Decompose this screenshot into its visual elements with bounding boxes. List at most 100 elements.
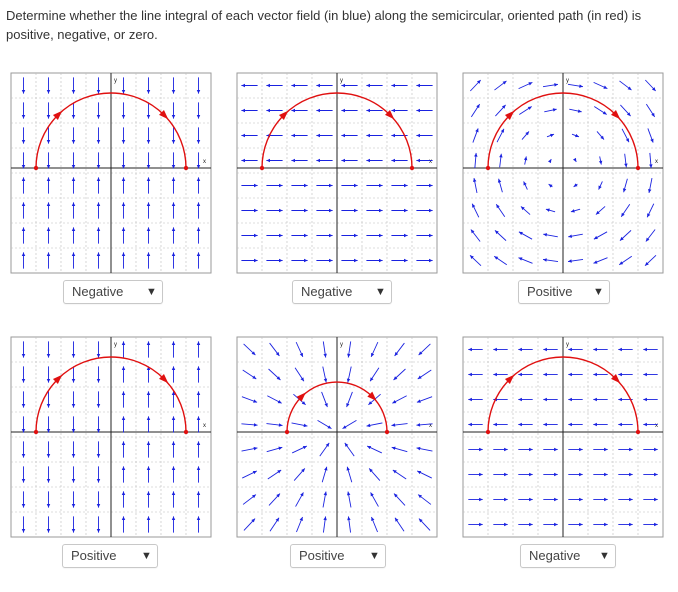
field-arrow [146,516,151,533]
field-arrow [393,493,406,506]
field-arrow [518,497,533,502]
field-arrow [571,133,580,138]
field-arrow [649,152,653,169]
field-arrow [371,516,378,533]
path-direction-arrow [296,392,306,402]
field-arrow [268,493,281,506]
field-arrow [21,227,26,244]
field-arrow [518,81,533,90]
field-arrow [341,83,358,88]
field-arrow [518,372,533,377]
field-arrow [391,208,408,213]
field-arrow [471,203,480,218]
field-arrow [370,492,379,507]
path-direction-arrow [385,109,395,120]
field-arrow [568,347,583,352]
path-direction-arrow [159,373,169,384]
field-arrow [643,472,658,477]
field-arrow [196,491,201,508]
field-arrow [71,491,76,508]
field-arrow [46,491,51,508]
field-arrow [593,397,608,402]
field-arrow [291,83,308,88]
field-arrow [269,517,280,532]
answer-select-1[interactable]: Negative ▼ [63,280,163,304]
field-arrow [266,83,283,88]
field-arrow [96,416,101,433]
answer-select-4[interactable]: Positive ▼ [62,544,158,568]
field-arrow [520,206,531,215]
field-arrow [316,133,333,138]
oriented-path [487,92,639,169]
field-arrow [196,177,201,194]
field-arrow [518,231,533,240]
field-arrow [243,518,256,531]
field-arrow [518,522,533,527]
field-arrow [493,255,508,266]
field-arrow [293,468,306,481]
field-arrow [96,466,101,483]
field-arrow [543,497,558,502]
field-arrow [391,158,408,163]
question-prompt: Determine whether the line integral of e… [6,8,642,42]
field-arrow [267,469,282,480]
field-arrow [241,446,258,452]
path-endpoint [33,429,39,435]
field-arrow [593,497,608,502]
field-arrow [416,446,433,452]
field-arrow [322,516,327,533]
answer-select-4-value: Positive [71,548,117,563]
field-arrow [241,396,258,403]
answer-select-5[interactable]: Positive ▼ [290,544,386,568]
field-arrow [470,229,481,242]
field-arrow [196,416,201,433]
field-arrow [594,106,607,115]
field-arrow [46,252,51,269]
field-arrow [71,227,76,244]
path-endpoint [259,165,265,171]
field-arrow [468,497,483,502]
field-arrow [46,416,51,433]
field-arrow [595,206,606,215]
field-arrow [242,369,257,380]
field-arrow [366,158,383,163]
answer-select-6[interactable]: Negative ▼ [520,544,616,568]
path-direction-arrow [504,110,515,120]
path-direction-arrow [611,109,621,120]
field-arrow [347,341,352,358]
field-arrow [21,127,26,144]
field-arrow [96,152,101,169]
field-arrow [316,83,333,88]
field-arrow [593,231,608,240]
oriented-path [35,92,187,169]
field-arrow [71,416,76,433]
field-arrow [618,422,633,427]
field-arrow [121,516,126,533]
field-arrow [316,108,333,113]
field-arrow [366,83,383,88]
x-axis-label: x [429,159,432,165]
vector-field-plot-1: xy [10,72,212,274]
field-arrow [518,347,533,352]
field-arrow [593,472,608,477]
path-direction-arrow [278,110,289,120]
field-arrow [570,208,581,213]
field-arrow [523,156,528,165]
field-arrow [593,257,608,264]
field-arrow [495,104,506,117]
field-arrow [472,128,479,143]
field-arrow [317,419,332,430]
field-arrow [121,202,126,219]
field-arrow [96,391,101,408]
field-arrow [146,252,151,269]
field-arrow [416,423,433,427]
answer-select-2[interactable]: Negative ▼ [292,280,392,304]
field-arrow [547,158,552,164]
field-arrow [493,522,508,527]
path-direction-arrow [159,109,169,120]
field-arrow [543,522,558,527]
field-arrow [266,233,283,238]
field-arrow [21,516,26,533]
answer-select-3[interactable]: Positive ▼ [518,280,610,304]
